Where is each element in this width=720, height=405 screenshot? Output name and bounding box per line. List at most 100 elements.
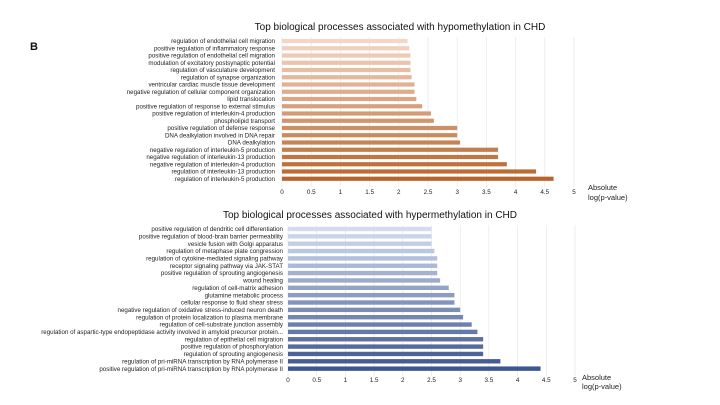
bar-hypermethylation-20 xyxy=(288,366,541,371)
x-tick-label: 1 xyxy=(344,377,348,384)
bar-hypomethylation-11 xyxy=(282,111,431,116)
bar-hypomethylation-20 xyxy=(282,176,554,181)
category-label: glutamine metabolic process xyxy=(205,292,283,299)
bar-hypermethylation-16 xyxy=(288,337,484,342)
bar-hypomethylation-15 xyxy=(282,140,461,145)
hypomethylation-chart: Top biological processes associated with… xyxy=(127,22,628,202)
bar-hypermethylation-11 xyxy=(288,300,455,305)
x-tick-label: 1 xyxy=(339,189,343,196)
bar-hypermethylation-12 xyxy=(288,307,461,313)
category-label: regulation of epithelial cell migration xyxy=(185,336,284,343)
bar-hypermethylation-15 xyxy=(288,329,478,335)
chart-title-hypomethylation: Top biological processes associated with… xyxy=(255,22,546,33)
x-tick-label: 1.5 xyxy=(370,377,379,384)
bar-hypermethylation-6 xyxy=(288,263,438,268)
x-axis-label-line2-hypermethylation: log(p-value) xyxy=(582,382,622,391)
x-tick-label: 5 xyxy=(572,189,576,196)
category-label: vesicle fusion with Golgi apparatus xyxy=(188,241,283,248)
bar-hypermethylation-7 xyxy=(288,270,438,276)
x-tick-label: 2 xyxy=(397,189,401,196)
x-tick-label: 0 xyxy=(280,189,284,196)
bar-hypomethylation-2 xyxy=(282,46,410,51)
bar-hypermethylation-4 xyxy=(288,248,435,254)
x-tick-label: 4 xyxy=(514,189,518,196)
bar-hypomethylation-14 xyxy=(282,133,458,138)
x-tick-label: 4 xyxy=(516,377,520,384)
category-label: positive regulation of response to exter… xyxy=(136,103,275,110)
bar-hypomethylation-5 xyxy=(282,67,411,73)
bar-hypomethylation-13 xyxy=(282,125,458,131)
x-tick-label: 2.5 xyxy=(424,189,433,196)
category-label: regulation of endothelial cell migration xyxy=(171,38,275,45)
category-label: negative regulation of oxidative stress-… xyxy=(118,307,284,314)
bar-hypermethylation-2 xyxy=(288,234,432,239)
bar-hypermethylation-3 xyxy=(288,241,432,246)
category-label: positive regulation of endothelial cell … xyxy=(148,53,275,60)
x-tick-label: 5 xyxy=(573,377,577,384)
x-tick-label: 0 xyxy=(286,377,290,384)
category-label: negative regulation of interleukin-13 pr… xyxy=(146,154,275,161)
category-label: positive regulation of pri-miRNA transcr… xyxy=(99,366,283,373)
category-label: modulation of excitatory postsynaptic po… xyxy=(148,60,275,67)
category-label: wound healing xyxy=(242,278,283,285)
bar-hypomethylation-8 xyxy=(282,89,415,94)
chart-title-hypermethylation: Top biological processes associated with… xyxy=(223,210,517,221)
bar-hypomethylation-6 xyxy=(282,75,412,80)
bar-hypomethylation-1 xyxy=(282,38,408,44)
x-tick-label: 3 xyxy=(455,189,459,196)
category-label: lipid translocation xyxy=(227,96,275,103)
bar-hypomethylation-19 xyxy=(282,169,537,174)
x-tick-label: 3 xyxy=(458,377,462,384)
category-label: DNA dealkylation involved in DNA repair xyxy=(165,132,275,139)
bar-hypomethylation-9 xyxy=(282,96,417,102)
bar-hypermethylation-5 xyxy=(288,256,438,261)
bar-hypomethylation-12 xyxy=(282,118,434,123)
category-label: negative regulation of interleukin-5 pro… xyxy=(150,147,276,154)
x-axis-label-line2-hypomethylation: log(p-value) xyxy=(588,193,628,202)
category-label: positive regulation of sprouting angioge… xyxy=(161,270,283,277)
bar-hypermethylation-14 xyxy=(288,322,472,327)
category-label: negative regulation of cellular componen… xyxy=(127,89,276,96)
hypermethylation-chart: Top biological processes associated with… xyxy=(41,210,622,391)
category-label: regulation of vasculature development xyxy=(170,67,275,74)
bar-hypermethylation-8 xyxy=(288,278,441,283)
x-tick-label: 3.5 xyxy=(482,189,491,196)
bar-hypomethylation-18 xyxy=(282,162,507,167)
category-label: positive regulation of blood-brain barri… xyxy=(139,233,284,240)
category-label: ventricular cardiac muscle tissue develo… xyxy=(148,82,275,89)
category-label: positive regulation of dendritic cell di… xyxy=(151,226,283,233)
bar-hypermethylation-19 xyxy=(288,359,501,364)
category-label: negative regulation of interleukin-4 pro… xyxy=(150,161,276,168)
category-label: DNA dealkylation xyxy=(228,140,276,147)
category-label: positive regulation of inflammatory resp… xyxy=(154,45,276,52)
bar-hypomethylation-17 xyxy=(282,154,499,160)
x-tick-label: 0.5 xyxy=(312,377,321,384)
category-label: regulation of interleukin-5 production xyxy=(175,176,276,183)
category-label: cellular response to fluid shear stress xyxy=(181,300,283,307)
category-label: regulation of synapse organization xyxy=(181,74,276,81)
bar-hypermethylation-17 xyxy=(288,344,484,349)
category-label: regulation of cell-substrate junction as… xyxy=(160,322,284,329)
category-label: regulation of cytokine-mediated signalin… xyxy=(146,256,284,263)
category-label: regulation of sprouting angiogenesis xyxy=(184,351,283,358)
bar-hypomethylation-16 xyxy=(282,147,499,152)
x-tick-label: 4.5 xyxy=(542,377,551,384)
panel-label: B xyxy=(30,41,38,53)
x-tick-label: 2 xyxy=(401,377,405,384)
category-label: positive regulation of phosphorylation xyxy=(181,344,284,351)
x-tick-label: 0.5 xyxy=(307,189,316,196)
category-label: regulation of cell-matrix adhesion xyxy=(192,285,283,292)
category-label: receptor signaling pathway via JAK-STAT xyxy=(170,263,283,270)
x-tick-label: 1.5 xyxy=(365,189,374,196)
bar-hypermethylation-1 xyxy=(288,226,432,232)
bar-hypermethylation-18 xyxy=(288,351,484,357)
x-tick-label: 4.5 xyxy=(540,189,549,196)
bar-hypermethylation-13 xyxy=(288,315,464,320)
x-tick-label: 2.5 xyxy=(427,377,436,384)
x-tick-label: 3.5 xyxy=(485,377,494,384)
bar-hypomethylation-3 xyxy=(282,53,411,58)
bar-hypomethylation-7 xyxy=(282,82,415,87)
category-label: positive regulation of defense response xyxy=(167,125,275,132)
category-label: regulation of pri-miRNA transcription by… xyxy=(122,358,283,365)
